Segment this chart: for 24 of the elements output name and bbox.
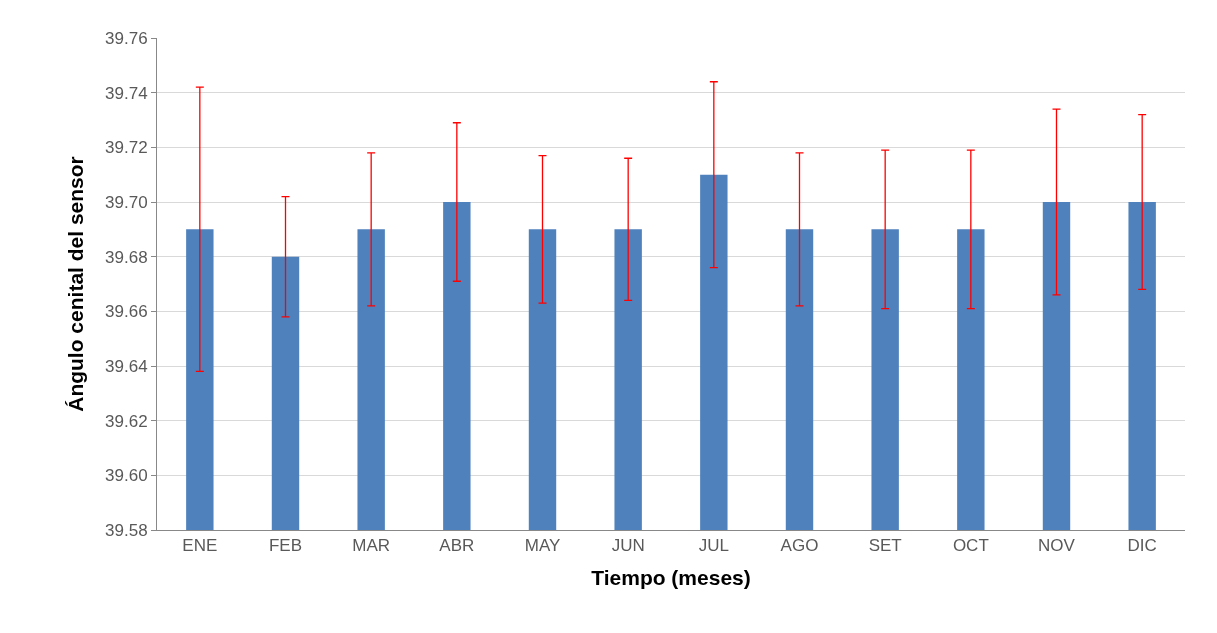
x-tick-label: FEB: [268, 536, 303, 556]
x-tick-label: MAY: [524, 536, 561, 556]
x-tick-label: JUN: [611, 536, 645, 556]
x-tick-label: ABR: [439, 536, 475, 556]
x-tick-label: SET: [868, 536, 902, 556]
y-tick-label: 39.76: [105, 28, 148, 48]
x-tick-label: ENE: [182, 536, 218, 556]
x-tick-label: MAR: [352, 536, 391, 556]
y-tick-label: 39.72: [105, 138, 148, 158]
x-tick-label: JUL: [698, 536, 729, 556]
x-tick-label: DIC: [1127, 536, 1157, 556]
y-tick-label: 39.64: [105, 356, 148, 376]
y-tick-label: 39.68: [105, 247, 148, 267]
y-tick-label: 39.70: [105, 192, 148, 212]
x-axis-title: Tiempo (meses): [591, 565, 751, 589]
x-tick-label: NOV: [1038, 536, 1076, 556]
y-tick-label: 39.58: [105, 520, 148, 540]
x-tick-label: OCT: [952, 536, 989, 556]
y-tick-label: 39.60: [105, 466, 148, 486]
x-tick-label: AGO: [780, 536, 819, 556]
y-tick-label: 39.74: [105, 83, 148, 103]
y-tick-label: 39.66: [105, 302, 148, 322]
y-axis-title: Ángulo cenital del sensor: [64, 156, 88, 412]
y-tick-label: 39.62: [105, 411, 148, 431]
